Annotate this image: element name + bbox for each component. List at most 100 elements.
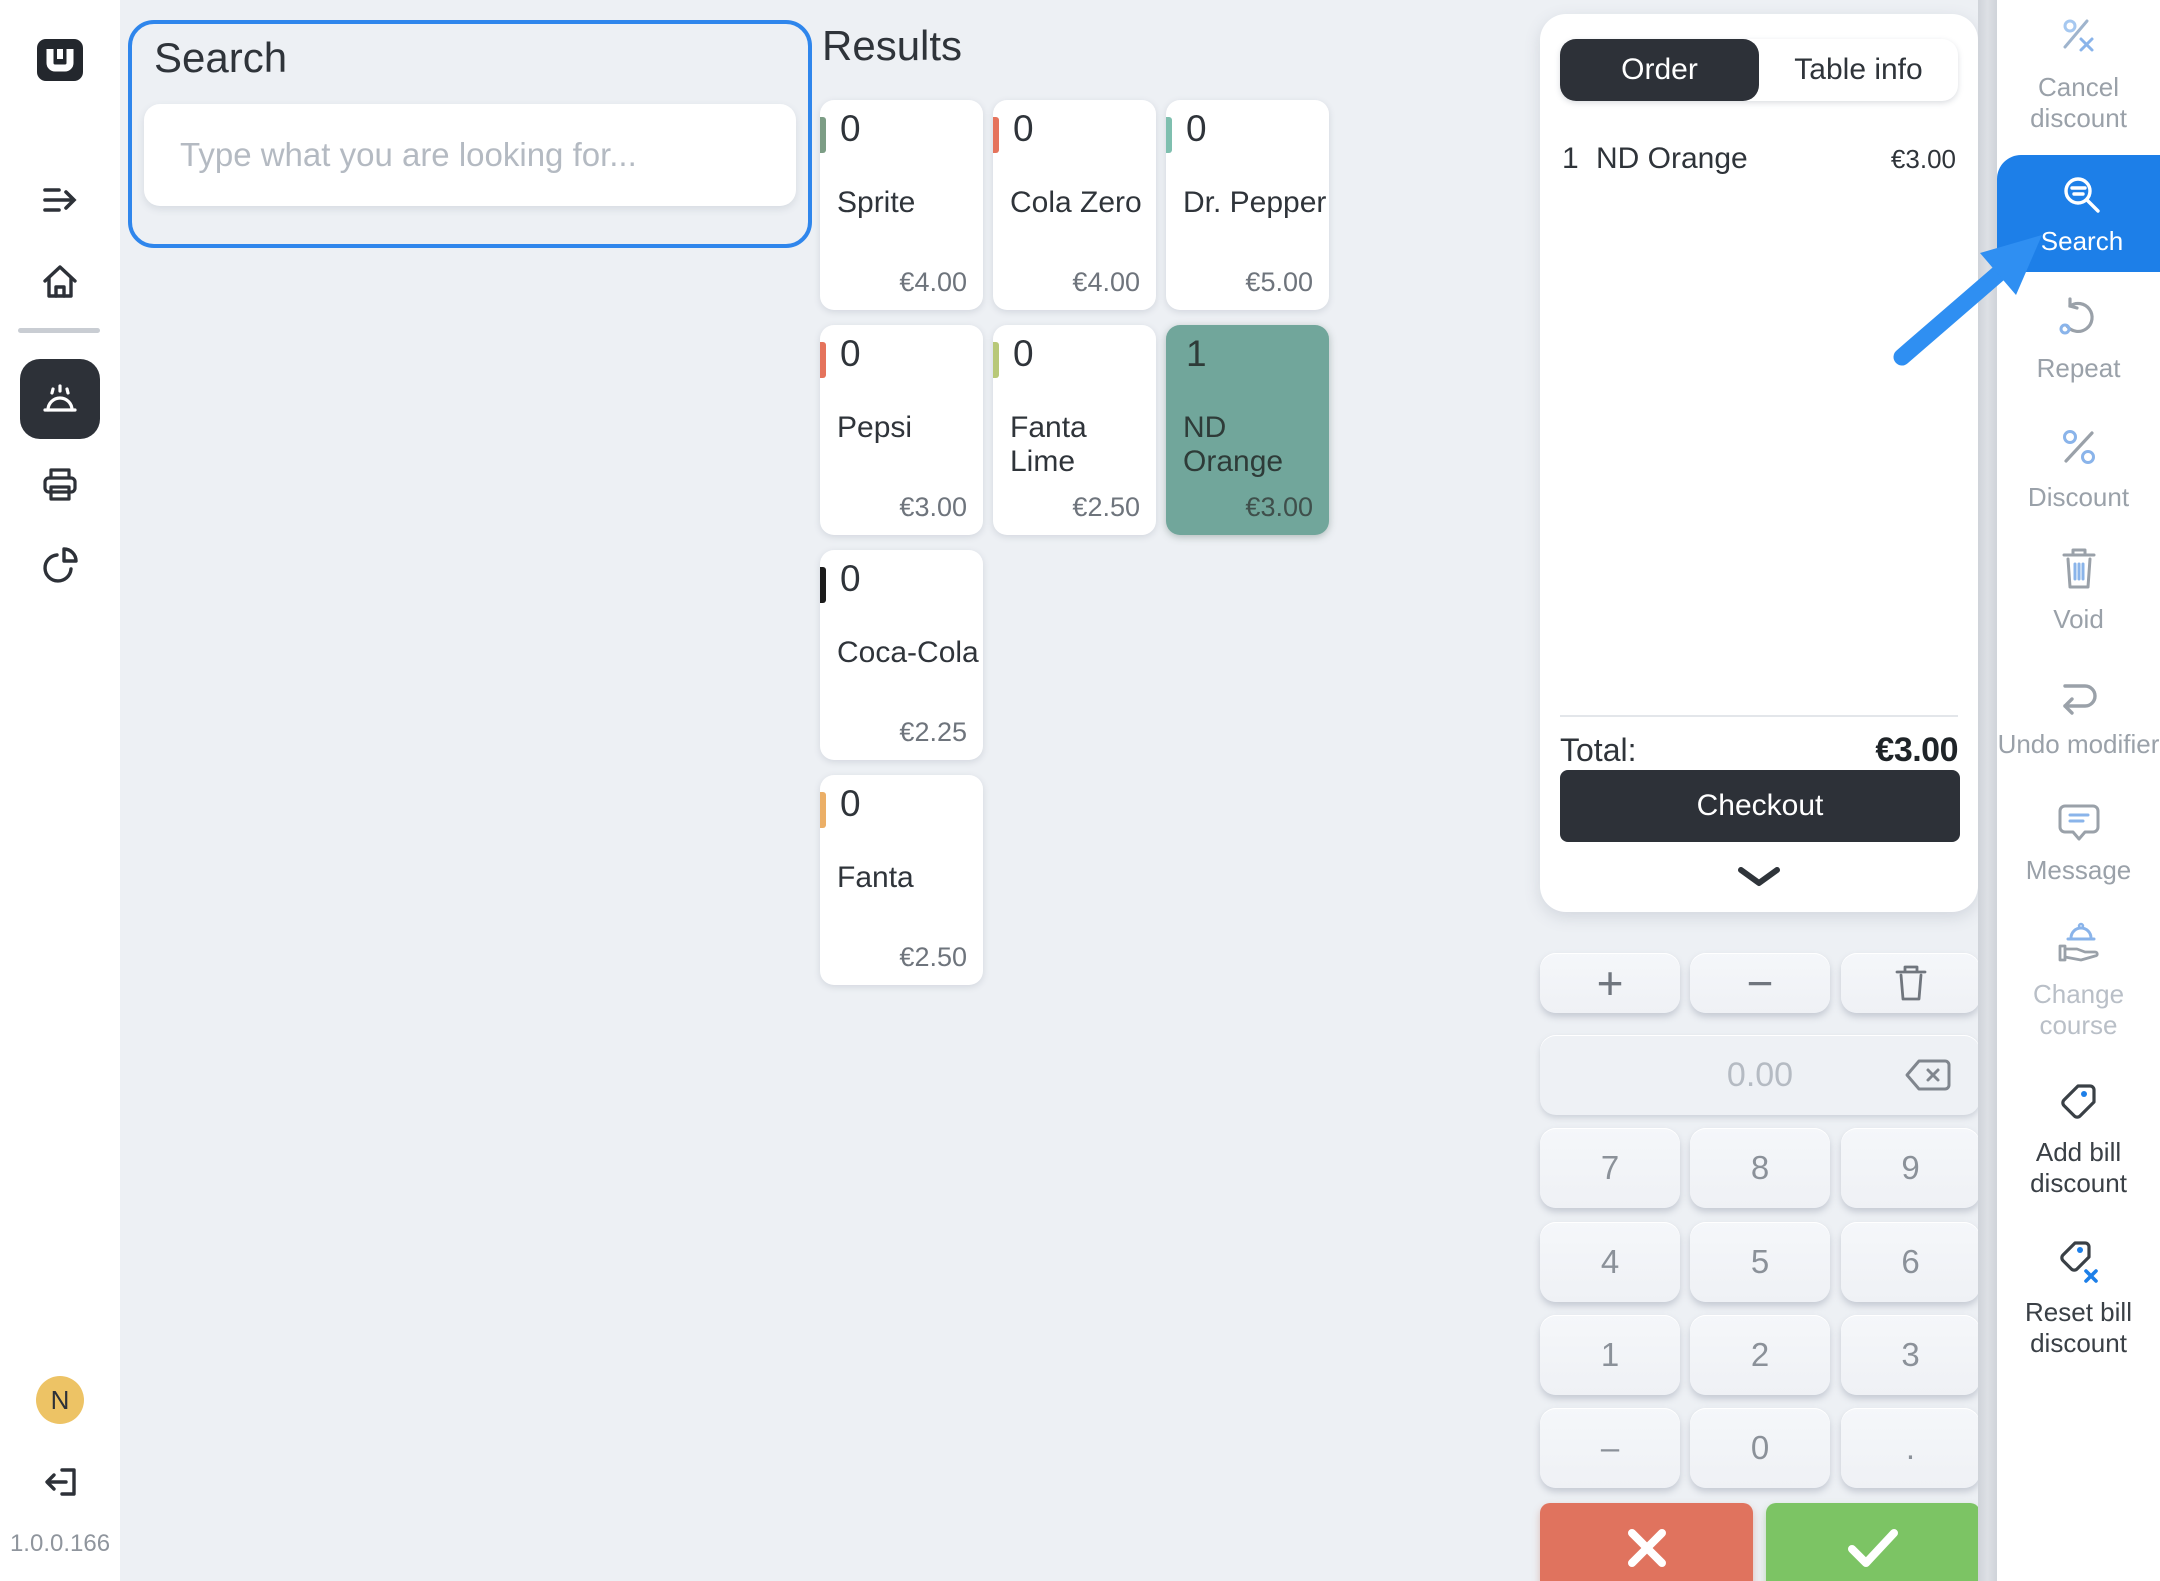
- order-item-row[interactable]: 1 ND Orange €3.00: [1560, 134, 1958, 184]
- search-input[interactable]: [144, 104, 796, 206]
- check-icon: [1848, 1529, 1898, 1567]
- product-card[interactable]: 0 Cola Zero €4.00: [993, 100, 1156, 310]
- expand-menu-button[interactable]: [0, 176, 120, 224]
- product-name: Fanta: [837, 861, 914, 894]
- reset-bill-discount-icon: [2059, 1241, 2098, 1283]
- action-label: Message: [2025, 855, 2132, 885]
- repeat-icon: [2059, 297, 2094, 335]
- total-label: Total:: [1560, 732, 1637, 768]
- product-count: 0: [1186, 108, 1207, 149]
- product-card[interactable]: 0 Fanta Lime €2.50: [993, 325, 1156, 535]
- numpad-key-1[interactable]: 1: [1540, 1315, 1680, 1395]
- action-undo-modifier[interactable]: Undo modifier: [1997, 676, 2160, 760]
- action-repeat[interactable]: Repeat: [1997, 296, 2160, 384]
- order-tab-bar: Order Table info: [1560, 39, 1958, 101]
- action-change-course[interactable]: Change course: [1997, 922, 2160, 1040]
- order-item-qty: 1: [1562, 142, 1579, 175]
- numpad-key-2[interactable]: 2: [1690, 1315, 1830, 1395]
- product-price: €4.00: [1072, 267, 1140, 297]
- product-count: 0: [1013, 333, 1034, 374]
- avatar-initial: N: [50, 1384, 70, 1415]
- print-button[interactable]: [0, 458, 120, 510]
- chevron-down-icon: [1738, 867, 1780, 886]
- order-total-row: Total: €3.00: [1560, 715, 1958, 770]
- cancel-entry-button[interactable]: [1540, 1503, 1753, 1581]
- action-discount[interactable]: Discount: [1997, 425, 2160, 513]
- numpad-key-8[interactable]: 8: [1690, 1128, 1830, 1208]
- category-color-strip: [820, 117, 826, 153]
- numpad-key-9[interactable]: 9: [1841, 1128, 1980, 1208]
- order-item-name: ND Orange: [1596, 142, 1748, 175]
- product-name: Dr. Pepper: [1183, 186, 1327, 219]
- order-panel: Order Table info 1 ND Orange €3.00 Total:…: [1540, 14, 1978, 912]
- product-card[interactable]: 0 Fanta €2.50: [820, 775, 983, 985]
- action-label: Cancel discount: [2030, 72, 2127, 133]
- category-color-strip: [820, 567, 826, 603]
- category-color-strip: [993, 117, 999, 153]
- confirm-entry-button[interactable]: [1766, 1503, 1980, 1581]
- action-void[interactable]: Void: [1997, 545, 2160, 635]
- action-label: Reset bill discount: [2025, 1297, 2132, 1358]
- action-reset-bill-discount[interactable]: Reset bill discount: [1997, 1238, 2160, 1358]
- product-card[interactable]: 0 Sprite €4.00: [820, 100, 983, 310]
- trash-icon: [1895, 965, 1926, 1001]
- reports-button[interactable]: [0, 540, 120, 592]
- home-icon: [43, 265, 77, 298]
- message-icon: [2058, 804, 2099, 841]
- product-price: €2.50: [1072, 492, 1140, 522]
- delete-item-button[interactable]: [1841, 953, 1980, 1013]
- product-count: 0: [1013, 108, 1034, 149]
- total-value: €3.00: [1875, 731, 1958, 769]
- numpad-key-5[interactable]: 5: [1690, 1222, 1830, 1302]
- numpad-key-7[interactable]: 7: [1540, 1128, 1680, 1208]
- collapse-panel-button[interactable]: [1737, 866, 1781, 893]
- product-card[interactable]: 0 Pepsi €3.00: [820, 325, 983, 535]
- action-label: Change course: [2032, 979, 2125, 1040]
- numpad-display[interactable]: 0.00: [1540, 1035, 1980, 1115]
- action-add-bill-discount[interactable]: Add bill discount: [1997, 1080, 2160, 1198]
- action-icon: [2056, 15, 2102, 66]
- quantity-increase-button[interactable]: +: [1540, 953, 1680, 1013]
- food-ordering-button-active[interactable]: [20, 359, 100, 439]
- action-label: Discount: [2027, 482, 2130, 512]
- void-trash-icon: [2062, 548, 2095, 589]
- numpad-key-6[interactable]: 6: [1841, 1222, 1980, 1302]
- action-message[interactable]: Message: [1997, 800, 2160, 886]
- product-card[interactable]: 0 Coca-Cola €2.25: [820, 550, 983, 760]
- home-button[interactable]: [0, 258, 120, 306]
- scrollbar[interactable]: [1978, 0, 1997, 1581]
- category-color-strip: [820, 342, 826, 378]
- numpad-key-–[interactable]: –: [1540, 1408, 1680, 1488]
- product-card[interactable]: 1 ND Orange €3.00: [1166, 325, 1329, 535]
- action-label: Search: [2040, 225, 2124, 256]
- rail-divider: [18, 328, 100, 333]
- logout-button[interactable]: [0, 1458, 120, 1506]
- numpad-key-4[interactable]: 4: [1540, 1222, 1680, 1302]
- product-price: €3.00: [1245, 492, 1313, 522]
- action-icon: [2055, 676, 2103, 723]
- product-price: €3.00: [899, 492, 967, 522]
- x-icon: [1627, 1529, 1666, 1567]
- action-icon: [2056, 296, 2102, 347]
- numpad-key-.[interactable]: .: [1841, 1408, 1980, 1488]
- user-avatar[interactable]: N: [0, 1376, 120, 1424]
- action-label: Add bill discount: [2030, 1137, 2127, 1198]
- logo-icon: [37, 39, 83, 81]
- order-tab-table-info[interactable]: Table info: [1794, 53, 1923, 86]
- action-icon: [2056, 545, 2102, 598]
- product-name: Pepsi: [837, 411, 913, 444]
- action-label: Undo modifier: [1997, 729, 2160, 759]
- quantity-decrease-button[interactable]: −: [1690, 953, 1830, 1013]
- action-search[interactable]: Search: [1997, 155, 2160, 272]
- order-item-price: €3.00: [1890, 144, 1956, 174]
- order-tab-order[interactable]: Order: [1560, 39, 1759, 101]
- checkout-button[interactable]: Checkout: [1560, 770, 1960, 842]
- numpad-key-0[interactable]: 0: [1690, 1408, 1830, 1488]
- numpad-key-3[interactable]: 3: [1841, 1315, 1980, 1395]
- product-name: ND Orange: [1183, 411, 1284, 478]
- backspace-icon: [1905, 1059, 1951, 1091]
- action-cancel-discount[interactable]: Cancel discount: [1997, 15, 2160, 133]
- backspace-button[interactable]: [1902, 1055, 1954, 1100]
- product-card[interactable]: 0 Dr. Pepper €5.00: [1166, 100, 1329, 310]
